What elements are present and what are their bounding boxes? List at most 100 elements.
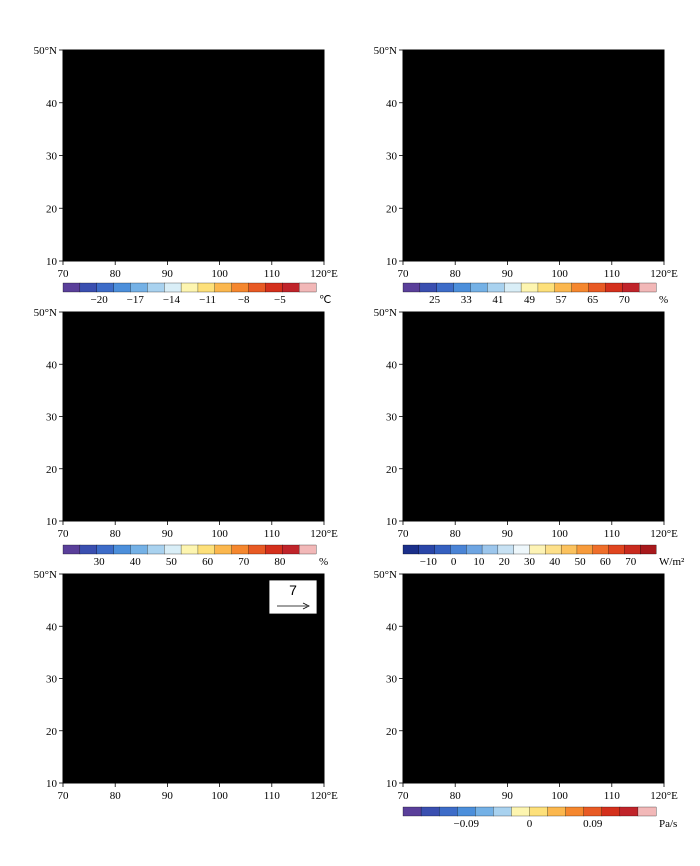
x-tick-label: 80 bbox=[450, 790, 462, 802]
colorbar-swatch bbox=[638, 282, 657, 293]
colorbar-swatch bbox=[571, 282, 589, 293]
colorbar-swatch bbox=[565, 806, 585, 817]
colorbar-swatch bbox=[529, 544, 546, 555]
x-tick-label: 100 bbox=[551, 268, 568, 280]
x-tick-label: 90 bbox=[502, 790, 514, 802]
colorbar-label: 60 bbox=[600, 556, 612, 568]
coastline bbox=[63, 177, 306, 261]
colorbar-swatch bbox=[79, 282, 98, 293]
colorbar-swatch bbox=[96, 282, 115, 293]
y-tick-label: 40 bbox=[46, 359, 58, 371]
y-tick-label: 40 bbox=[386, 98, 398, 110]
colorbar-swatch bbox=[402, 544, 420, 555]
colorbar-swatch bbox=[113, 544, 131, 555]
y-tick-label: 20 bbox=[46, 203, 58, 215]
colorbar-swatch bbox=[113, 282, 131, 293]
colorbar-swatch bbox=[180, 282, 199, 293]
panel-label: (e) bbox=[66, 578, 77, 589]
x-tick-label: 80 bbox=[110, 528, 122, 540]
x-tick-label: 120°E bbox=[310, 790, 338, 802]
colorbar-label: 80 bbox=[274, 556, 286, 568]
colorbar-label: −11 bbox=[199, 294, 216, 306]
colorbar-swatch bbox=[130, 544, 148, 555]
colorbar-label: 10 bbox=[473, 556, 485, 568]
x-tick-label: 70 bbox=[398, 528, 410, 540]
colorbar-label: 30 bbox=[94, 556, 106, 568]
colorbar-label: 41 bbox=[492, 294, 503, 306]
panel-label: (b) bbox=[406, 54, 418, 65]
colorbar-swatch bbox=[547, 806, 567, 817]
colorbar-d: −10 0 10 20 30 40 50 60 70 W/m² bbox=[402, 544, 685, 568]
x-tick-label: 110 bbox=[264, 268, 281, 280]
x-tick-label: 90 bbox=[162, 790, 174, 802]
colorbar-label: 65 bbox=[587, 294, 599, 306]
colorbar-swatch bbox=[231, 544, 249, 555]
colorbar-unit: ℃ bbox=[319, 294, 331, 306]
y-tick-label: 30 bbox=[46, 412, 58, 424]
x-tick-label: 80 bbox=[110, 790, 122, 802]
colorbar-swatch bbox=[487, 282, 505, 293]
x-tick-label: 100 bbox=[211, 268, 228, 280]
x-tick-label: 110 bbox=[264, 790, 281, 802]
x-tick-label: 110 bbox=[604, 268, 621, 280]
colorbar-b: 25 33 41 49 57 65 70% bbox=[402, 282, 668, 306]
y-tick-label: 50°N bbox=[374, 569, 397, 581]
colorbar-swatch bbox=[520, 282, 539, 293]
colorbar-label: −20 bbox=[91, 294, 109, 306]
x-tick-label: 110 bbox=[264, 528, 281, 540]
colorbar-swatch bbox=[282, 544, 300, 555]
y-tick-label: 20 bbox=[386, 203, 398, 215]
reference-vector-value: 7 bbox=[289, 582, 297, 598]
y-tick-label: 50°N bbox=[34, 45, 57, 57]
x-tick-label: 100 bbox=[551, 528, 568, 540]
colorbar-swatch bbox=[96, 544, 115, 555]
x-tick-label: 110 bbox=[604, 790, 621, 802]
y-tick-label: 30 bbox=[386, 151, 398, 163]
colorbar-swatch bbox=[470, 282, 488, 293]
colorbar-swatch bbox=[608, 544, 625, 555]
panel-label: (f) bbox=[406, 578, 416, 589]
colorbar-label: 70 bbox=[619, 294, 631, 306]
colorbar-swatch bbox=[248, 282, 266, 293]
colorbar-swatch bbox=[513, 544, 530, 555]
colorbar-swatch bbox=[560, 544, 578, 555]
colorbar-label: −8 bbox=[238, 294, 250, 306]
y-tick-label: 10 bbox=[386, 778, 398, 790]
colorbar-swatch bbox=[248, 544, 266, 555]
y-tick-label: 50°N bbox=[374, 307, 397, 319]
map-field-b bbox=[403, 50, 664, 261]
x-tick-label: 70 bbox=[398, 268, 410, 280]
x-tick-label: 80 bbox=[110, 268, 122, 280]
colorbar-label: 49 bbox=[524, 294, 536, 306]
y-tick-label: 10 bbox=[46, 778, 58, 790]
x-tick-label: 70 bbox=[58, 790, 70, 802]
x-tick-label: 70 bbox=[398, 790, 410, 802]
colorbar-swatch bbox=[475, 806, 494, 817]
x-tick-label: 100 bbox=[211, 790, 228, 802]
colorbar-swatch bbox=[214, 544, 233, 555]
y-tick-label: 40 bbox=[386, 621, 398, 633]
colorbar-label: 30 bbox=[524, 556, 536, 568]
x-tick-label: 120°E bbox=[310, 528, 338, 540]
colorbar-label: 33 bbox=[461, 294, 473, 306]
colorbar-swatch bbox=[583, 806, 603, 817]
colorbar-swatch bbox=[164, 544, 182, 555]
x-tick-label: 70 bbox=[58, 528, 70, 540]
y-tick-label: 20 bbox=[46, 726, 58, 738]
colorbar-swatch bbox=[457, 806, 476, 817]
colorbar-label: 50 bbox=[166, 556, 178, 568]
y-tick-label: 30 bbox=[386, 412, 398, 424]
y-tick-label: 20 bbox=[386, 464, 398, 476]
colorbar-swatch bbox=[282, 282, 300, 293]
colorbar-swatch bbox=[511, 806, 530, 817]
colorbar-swatch bbox=[497, 544, 515, 555]
colorbar-swatch bbox=[298, 544, 317, 555]
x-tick-label: 100 bbox=[551, 790, 568, 802]
colorbar-label: −14 bbox=[163, 294, 181, 306]
colorbar-swatch bbox=[62, 544, 81, 555]
colorbar-swatch bbox=[493, 806, 512, 817]
coastline bbox=[403, 699, 646, 783]
colorbar-label: −10 bbox=[420, 556, 438, 568]
